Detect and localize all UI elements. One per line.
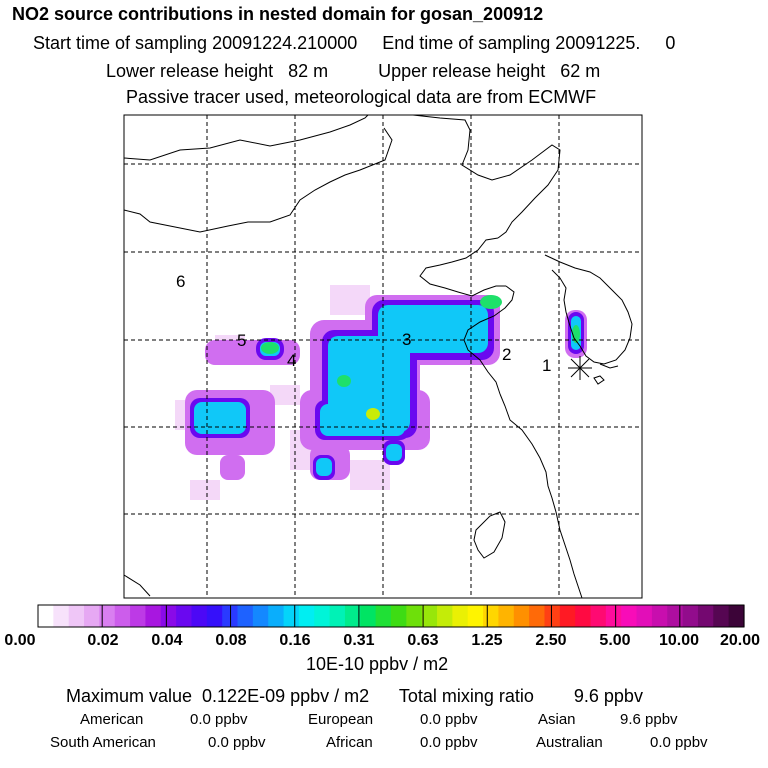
colorbar-cell <box>191 605 208 627</box>
colorbar-cell <box>360 605 377 627</box>
colorbar-tick: 0.31 <box>343 632 375 649</box>
region-label-4: 4 <box>287 351 296 370</box>
release-height-line: Lower release height 82 m Upper release … <box>106 61 601 81</box>
colorbar-cell <box>84 605 100 627</box>
sampling-time-line: Start time of sampling 20091224.210000 E… <box>33 33 676 53</box>
colorbar-cell <box>38 605 54 627</box>
colorbar-tick: 5.00 <box>599 632 631 649</box>
colorbar-cell <box>68 605 85 627</box>
colorbar-cell <box>544 605 561 627</box>
colorbar-tick: 0.08 <box>215 632 247 649</box>
coastlines <box>123 114 633 599</box>
region-european-value: 0.0 ppbv <box>420 711 478 728</box>
colorbar-cell <box>99 605 116 627</box>
region-south-american-value: 0.0 ppbv <box>208 734 266 751</box>
region-african-value: 0.0 ppbv <box>420 734 478 751</box>
maximum-value-line: Maximum value 0.122E-09 ppbv / m2 Total … <box>66 686 643 706</box>
colorbar-cell <box>375 605 392 627</box>
colorbar-cell <box>529 605 546 627</box>
colorbar-cell <box>406 605 423 627</box>
colorbar-cell <box>421 605 438 627</box>
region-australian-value: 0.0 ppbv <box>650 734 708 751</box>
colorbar-cell <box>114 605 131 627</box>
asterisk-icon <box>568 356 592 380</box>
tracer-info-line: Passive tracer used, meteorological data… <box>126 87 597 107</box>
colorbar-tick: 0.63 <box>407 632 439 649</box>
map-grid <box>124 115 642 598</box>
colorbar-cell <box>513 605 530 627</box>
region-label-5: 5 <box>237 331 246 350</box>
colorbar-cell <box>53 605 70 627</box>
colorbar-cell <box>728 605 745 627</box>
colorbar-cell <box>130 605 147 627</box>
colorbar-cell <box>667 605 684 627</box>
colorbar-cell <box>252 605 269 627</box>
colorbar-cell <box>697 605 714 627</box>
region-south-american-name: South American <box>50 734 156 751</box>
colorbar-tick: 0.00 <box>4 632 36 649</box>
colorbar-cell <box>575 605 592 627</box>
region-australian-name: Australian <box>536 734 603 751</box>
region-american-name: American <box>80 711 144 728</box>
colorbar-tick: 0.02 <box>87 632 119 649</box>
colorbar-cell <box>713 605 730 627</box>
colorbar-tick: 0.04 <box>151 632 183 649</box>
colorbar-cell <box>437 605 453 627</box>
colorbar-cell <box>651 605 668 627</box>
colorbar-frame <box>37 604 745 628</box>
colorbar-cell <box>298 605 315 627</box>
peak-hotspots <box>261 295 580 387</box>
colorbar-cell <box>391 605 407 627</box>
colorbar-cell <box>145 605 162 627</box>
colorbar-cell <box>636 605 653 627</box>
colorbar-cell <box>206 605 223 627</box>
colorbar-cell <box>283 605 300 627</box>
region-african-name: African <box>326 734 373 751</box>
colorbar-cell <box>483 605 500 627</box>
colorbar-cell <box>268 605 285 627</box>
colorbar-tick: 0.16 <box>279 632 311 649</box>
colorbar-cell <box>605 605 622 627</box>
colorbar-tick: 20.00 <box>719 632 761 649</box>
region-asian-value: 9.6 ppbv <box>620 711 678 728</box>
colorbar-cell <box>237 605 254 627</box>
colorbar-tick: 2.50 <box>535 632 567 649</box>
colorbar-cell <box>344 605 361 627</box>
plot-title: NO2 source contributions in nested domai… <box>12 4 544 24</box>
concentration-field <box>175 285 587 500</box>
colorbar-cell <box>559 605 576 627</box>
colorbar-tick: 1.25 <box>471 632 503 649</box>
region-label-6: 6 <box>176 272 185 291</box>
colorbar-cell <box>329 605 346 627</box>
colorbar-cell <box>682 605 699 627</box>
colorbar-dividers <box>101 605 681 627</box>
region-label-3: 3 <box>402 330 411 349</box>
colorbar-cell <box>590 605 607 627</box>
colorbar-cell <box>452 605 469 627</box>
colorbar-tick: 10.00 <box>658 632 700 649</box>
colorbar-cell <box>176 605 193 627</box>
region-european-name: European <box>308 711 374 728</box>
region-american-value: 0.0 ppbv <box>190 711 248 728</box>
colorbar-cell <box>498 605 515 627</box>
colorbar-cell <box>621 605 638 627</box>
colorbar-cell <box>467 605 484 627</box>
region-labels: 1 2 3 4 5 6 <box>176 272 551 375</box>
region-label-2: 2 <box>502 345 511 364</box>
region-label-1: 1 <box>542 356 551 375</box>
maximum-hotspot <box>366 408 380 420</box>
region-asian-name: Asian <box>538 711 576 728</box>
colorbar-unit: 10E-10 ppbv / m2 <box>306 654 449 674</box>
colorbar-cells <box>38 605 745 627</box>
colorbar-cell <box>160 605 177 627</box>
colorbar-cell <box>314 605 331 627</box>
